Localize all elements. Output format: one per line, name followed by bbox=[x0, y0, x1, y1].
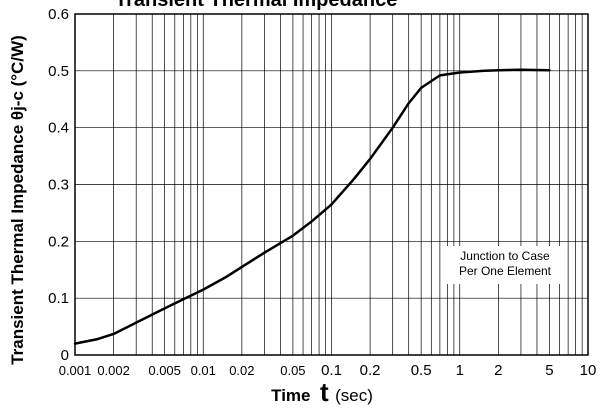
x-axis-label-symbol: t bbox=[320, 377, 329, 407]
x-axis-label: Time t (sec) bbox=[271, 377, 373, 407]
y-tick-label: 0.3 bbox=[48, 177, 69, 194]
x-tick-label: 0.002 bbox=[97, 363, 130, 378]
x-tick-label: 2 bbox=[494, 362, 502, 379]
annotation-line-2: Per One Element bbox=[459, 264, 552, 278]
y-tick-label: 0.6 bbox=[48, 6, 69, 23]
annotation-line-1: Junction to Case bbox=[460, 249, 550, 263]
x-tick-label: 0.01 bbox=[191, 363, 216, 378]
x-tick-label: 10 bbox=[580, 362, 597, 379]
y-axis-label: Transient Thermal Impedance θj-c (°C/W) bbox=[8, 35, 27, 365]
x-axis-label-unit: (sec) bbox=[335, 386, 373, 405]
x-tick-label: 0.05 bbox=[280, 363, 305, 378]
chart-title: Transient Thermal Impedance bbox=[115, 0, 397, 11]
x-tick-label: 1 bbox=[456, 362, 464, 379]
x-tick-label: 0.5 bbox=[411, 362, 432, 379]
annotation-box bbox=[446, 246, 566, 284]
y-tick-labels: 0 0.1 0.2 0.3 0.4 0.5 0.6 bbox=[48, 6, 69, 364]
x-tick-label: 0.2 bbox=[360, 362, 381, 379]
x-tick-label: 0.001 bbox=[59, 363, 92, 378]
y-tick-label: 0.4 bbox=[48, 120, 69, 137]
x-axis-label-prefix: Time bbox=[271, 386, 310, 405]
plot-frame bbox=[74, 13, 589, 356]
y-tick-label: 0 bbox=[61, 347, 69, 364]
y-tick-label: 0.1 bbox=[48, 290, 69, 307]
x-tick-label: 5 bbox=[545, 362, 553, 379]
y-tick-label: 0.5 bbox=[48, 63, 69, 80]
x-tick-label: 0.1 bbox=[321, 362, 342, 379]
x-tick-labels: 0.001 0.002 0.005 0.01 0.02 0.05 0.1 0.2 0.5 1 2 5 1… bbox=[59, 362, 597, 379]
x-tick-label: 0.005 bbox=[148, 363, 181, 378]
y-tick-label: 0.2 bbox=[48, 233, 69, 250]
series-line bbox=[73, 68, 551, 345]
x-tick-label: 0.02 bbox=[229, 363, 254, 378]
